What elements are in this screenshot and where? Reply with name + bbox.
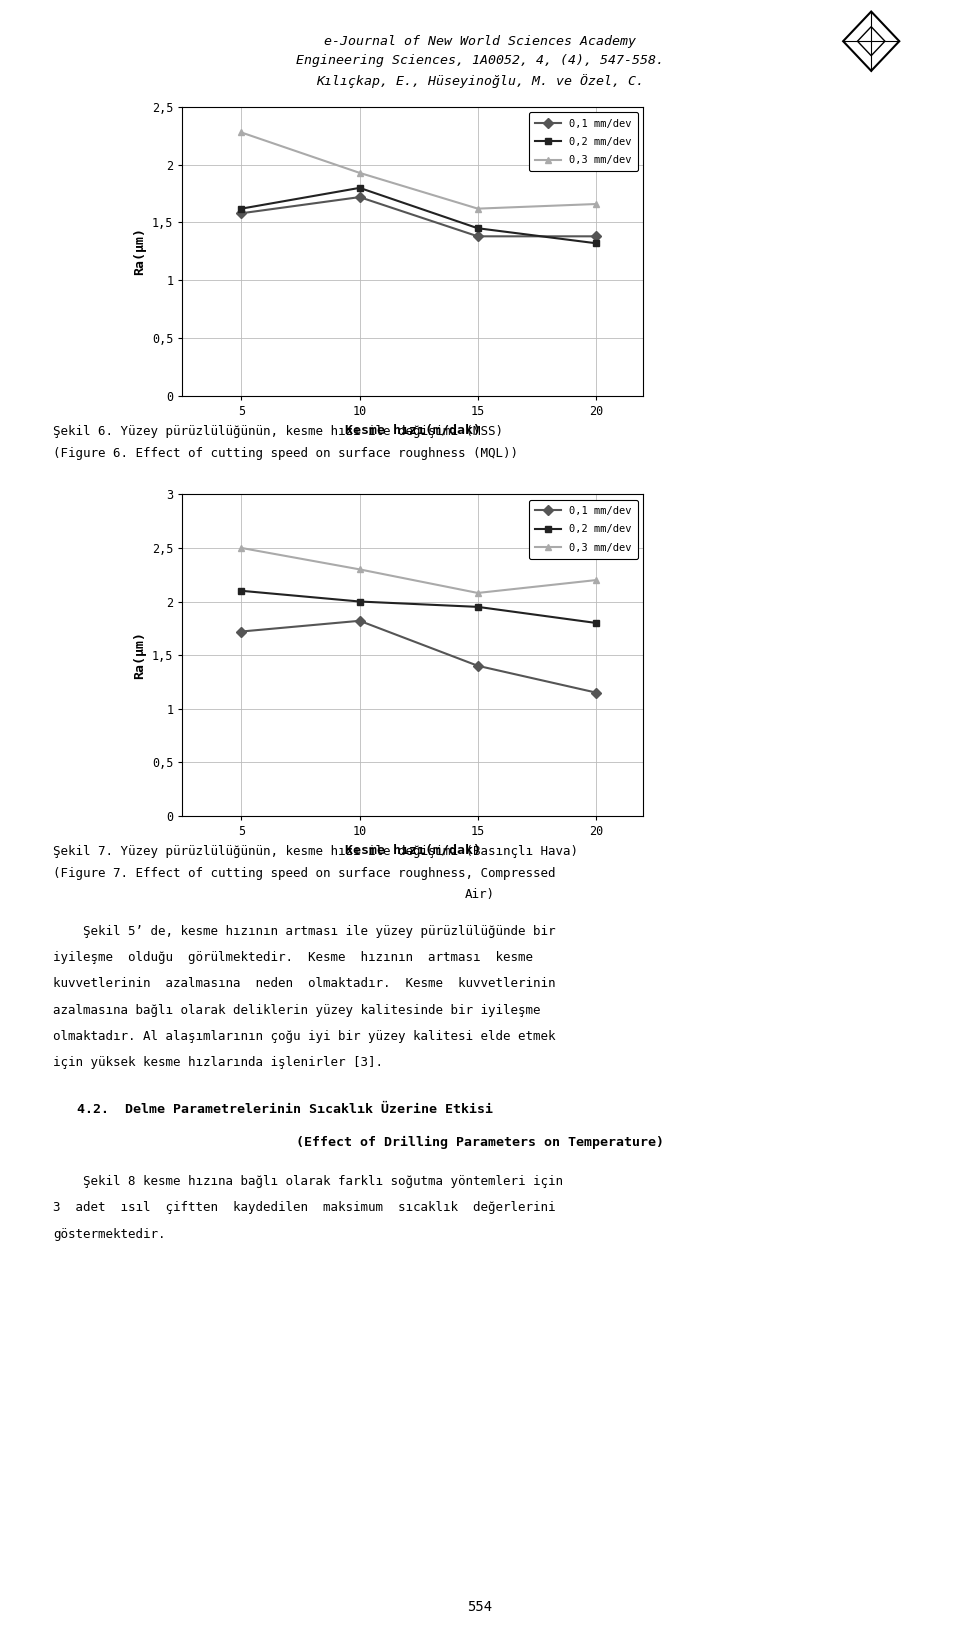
0,1 mm/dev	[236, 203, 248, 222]
Text: Engineering Sciences, 1A0052, 4, (4), 547-558.: Engineering Sciences, 1A0052, 4, (4), 54…	[296, 54, 664, 68]
Text: kuvvetlerinin  azalmasına  neden  olmaktadır.  Kesme  kuvvetlerinin: kuvvetlerinin azalmasına neden olmaktadı…	[53, 977, 555, 990]
Legend: 0,1 mm/dev, 0,2 mm/dev, 0,3 mm/dev: 0,1 mm/dev, 0,2 mm/dev, 0,3 mm/dev	[529, 499, 638, 559]
0,3 mm/dev	[472, 583, 484, 603]
0,1 mm/dev	[590, 226, 602, 246]
0,2 mm/dev	[590, 613, 602, 633]
Text: azalmasına bağlı olarak deliklerin yüzey kalitesinde bir iyileşme: azalmasına bağlı olarak deliklerin yüzey…	[53, 1004, 540, 1017]
0,3 mm/dev	[354, 163, 366, 183]
0,2 mm/dev	[590, 234, 602, 254]
Text: 554: 554	[468, 1600, 492, 1613]
Text: Şekil 7. Yüzey pürüzlülüğünün, kesme hızı ile değişimi (Basınçlı Hava): Şekil 7. Yüzey pürüzlülüğünün, kesme hız…	[53, 845, 578, 859]
0,2 mm/dev	[354, 178, 366, 198]
Text: 4.2.  Delme Parametrelerinin Sıcaklık Üzerine Etkisi: 4.2. Delme Parametrelerinin Sıcaklık Üze…	[77, 1103, 492, 1116]
Text: (Figure 7. Effect of cutting speed on surface roughness, Compressed: (Figure 7. Effect of cutting speed on su…	[53, 867, 555, 880]
0,3 mm/dev	[354, 560, 366, 580]
Text: Kılıçkap, E., Hüseyinoğlu, M. ve Özel, C.: Kılıçkap, E., Hüseyinoğlu, M. ve Özel, C…	[316, 74, 644, 87]
0,3 mm/dev	[590, 570, 602, 590]
0,2 mm/dev	[354, 592, 366, 611]
Text: (Effect of Drilling Parameters on Temperature): (Effect of Drilling Parameters on Temper…	[296, 1135, 664, 1149]
Line: 0,3 mm/dev: 0,3 mm/dev	[238, 129, 599, 213]
0,1 mm/dev	[472, 226, 484, 246]
0,3 mm/dev	[590, 194, 602, 214]
Line: 0,3 mm/dev: 0,3 mm/dev	[238, 544, 599, 597]
0,3 mm/dev	[236, 539, 248, 559]
Text: Şekil 8 kesme hızına bağlı olarak farklı soğutma yöntemleri için: Şekil 8 kesme hızına bağlı olarak farklı…	[53, 1175, 563, 1188]
X-axis label: Kesme hızı(m/dak): Kesme hızı(m/dak)	[345, 844, 481, 857]
0,1 mm/dev	[472, 656, 484, 676]
Y-axis label: Ra(µm): Ra(µm)	[133, 227, 147, 275]
Text: (Figure 6. Effect of cutting speed on surface roughness (MQL)): (Figure 6. Effect of cutting speed on su…	[53, 447, 517, 460]
0,1 mm/dev	[354, 188, 366, 208]
0,1 mm/dev	[354, 611, 366, 631]
Line: 0,2 mm/dev: 0,2 mm/dev	[238, 185, 599, 247]
0,1 mm/dev	[590, 682, 602, 702]
Text: e-Journal of New World Sciences Academy: e-Journal of New World Sciences Academy	[324, 35, 636, 48]
Text: Şekil 6. Yüzey pürüzlülüğünün, kesme hızı ile değişimi (MSS): Şekil 6. Yüzey pürüzlülüğünün, kesme hız…	[53, 425, 503, 438]
0,2 mm/dev	[236, 199, 248, 219]
Legend: 0,1 mm/dev, 0,2 mm/dev, 0,3 mm/dev: 0,1 mm/dev, 0,2 mm/dev, 0,3 mm/dev	[529, 112, 638, 171]
0,3 mm/dev	[472, 199, 484, 219]
Line: 0,1 mm/dev: 0,1 mm/dev	[238, 193, 599, 241]
X-axis label: Kesme hızı(m/dak): Kesme hızı(m/dak)	[345, 424, 481, 437]
Text: göstermektedir.: göstermektedir.	[53, 1228, 165, 1241]
Line: 0,2 mm/dev: 0,2 mm/dev	[238, 587, 599, 626]
Text: Air): Air)	[465, 888, 495, 901]
0,2 mm/dev	[472, 597, 484, 616]
0,2 mm/dev	[236, 582, 248, 602]
Text: olmaktadır. Al alaşımlarının çoğu iyi bir yüzey kalitesi elde etmek: olmaktadır. Al alaşımlarının çoğu iyi bi…	[53, 1030, 555, 1043]
0,1 mm/dev	[236, 621, 248, 641]
Y-axis label: Ra(µm): Ra(µm)	[133, 631, 147, 679]
Text: için yüksek kesme hızlarında işlenirler [3].: için yüksek kesme hızlarında işlenirler …	[53, 1056, 383, 1070]
0,2 mm/dev	[472, 219, 484, 239]
0,3 mm/dev	[236, 122, 248, 142]
Text: Şekil 5’ de, kesme hızının artması ile yüzey pürüzlülüğünde bir: Şekil 5’ de, kesme hızının artması ile y…	[53, 925, 555, 938]
Line: 0,1 mm/dev: 0,1 mm/dev	[238, 618, 599, 695]
Text: iyileşme  olduğu  görülmektedir.  Kesme  hızının  artması  kesme: iyileşme olduğu görülmektedir. Kesme hız…	[53, 951, 533, 964]
Text: 3  adet  ısıl  çiftten  kaydedilen  maksimum  sıcaklık  değerlerini: 3 adet ısıl çiftten kaydedilen maksimum …	[53, 1201, 555, 1215]
